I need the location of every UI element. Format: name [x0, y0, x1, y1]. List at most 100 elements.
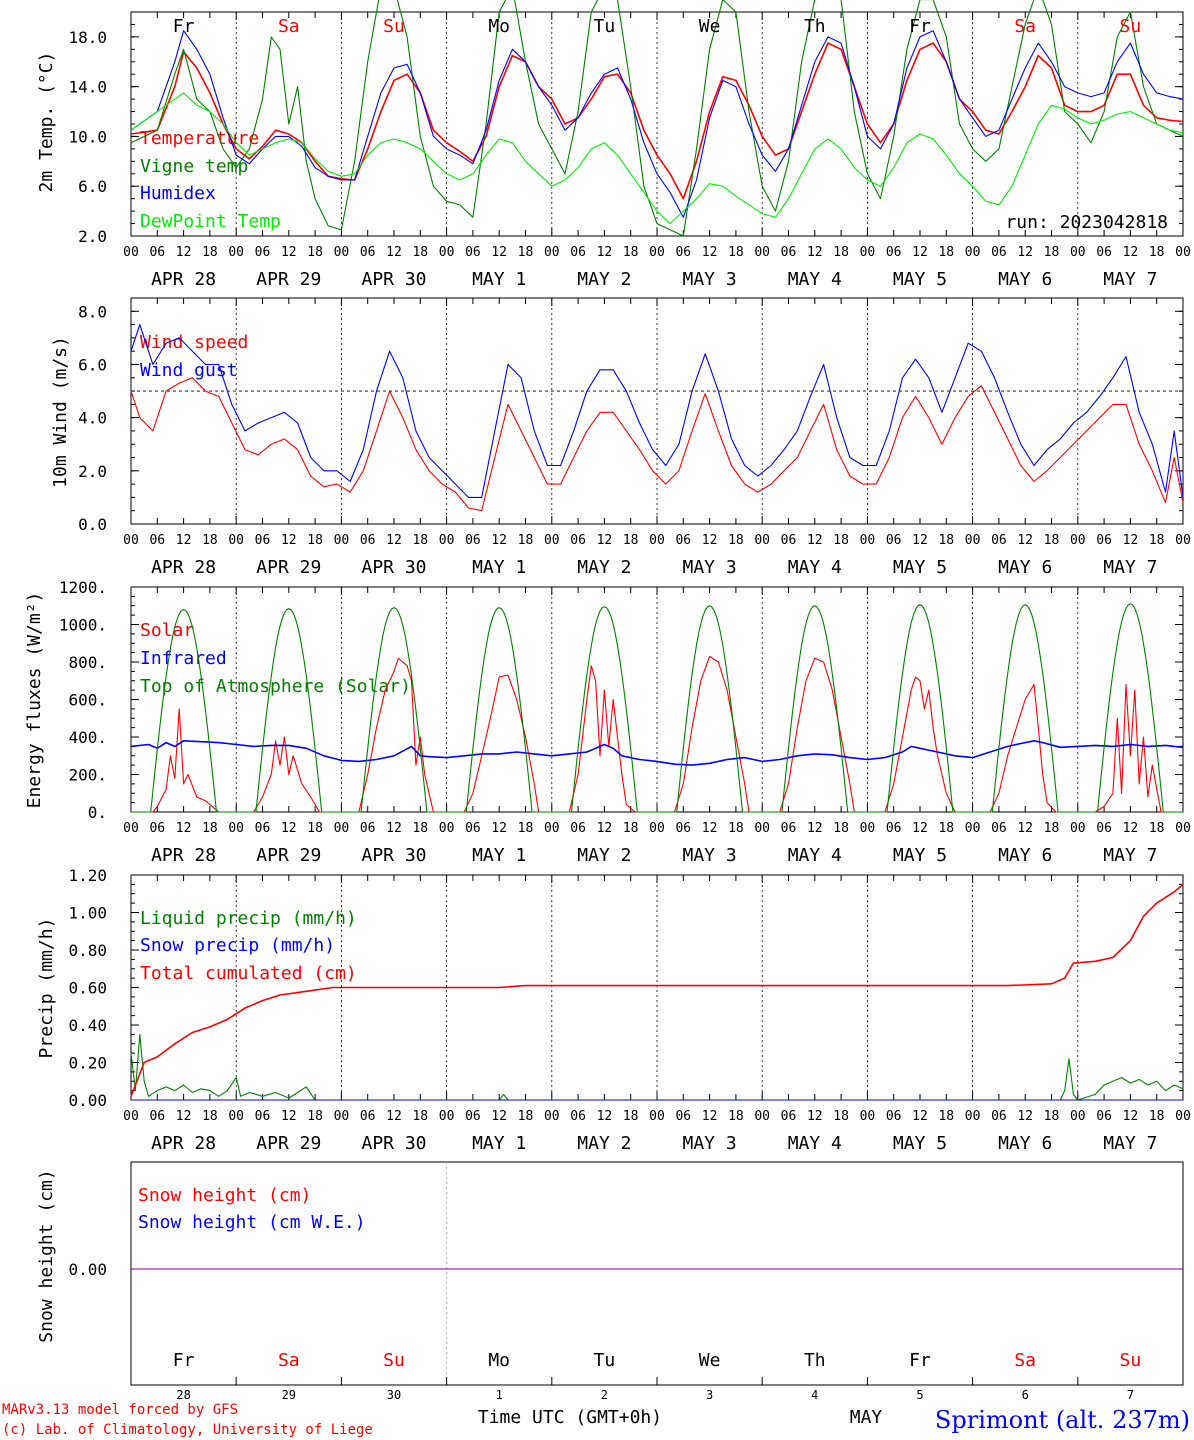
- precip-ytick-label: 0.40: [68, 1016, 107, 1035]
- precip-hour-label: 06: [255, 1109, 271, 1124]
- temperature-hour-label: 12: [386, 245, 402, 260]
- wind-date-label: MAY 2: [577, 557, 631, 578]
- temperature-series-humidex: [130, 30, 1184, 218]
- day-number: 28: [176, 1388, 190, 1402]
- day-number: 3: [706, 1388, 713, 1402]
- energy-hour-label: 18: [728, 821, 744, 836]
- temperature-panel: 2m Temp. (°C) Temperature Vigne temp Hum…: [36, 52, 1168, 233]
- temperature-hour-label: 18: [623, 245, 639, 260]
- precip-date-label: MAY 3: [683, 1133, 737, 1154]
- energy-legend: Solar Infrared Top of Atmosphere (Solar): [140, 620, 411, 697]
- precip-hour-label: 12: [281, 1109, 297, 1124]
- energy-hour-label: 00: [1070, 821, 1086, 836]
- energy-hour-label: 00: [754, 821, 770, 836]
- temperature-hour-label: 18: [307, 245, 323, 260]
- precip-date-label: MAY 1: [472, 1133, 526, 1154]
- energy-date-label: MAY 7: [1103, 845, 1157, 866]
- legend-liquid-precip: Liquid precip (mm/h): [140, 908, 357, 929]
- precip-date-label: APR 28: [151, 1133, 216, 1154]
- legend-temperature: Temperature: [140, 128, 259, 149]
- snow-ylabel: Snow height (cm): [36, 1169, 57, 1342]
- wind-hour-label: 06: [781, 533, 797, 548]
- precip-hour-label: 18: [307, 1109, 323, 1124]
- energy-hour-label: 06: [781, 821, 797, 836]
- energy-hour-label: 18: [1149, 821, 1165, 836]
- temperature-hour-label: 12: [176, 245, 192, 260]
- energy-hour-label: 12: [1123, 821, 1139, 836]
- wind-date-label: MAY 3: [683, 557, 737, 578]
- energy-date-label: MAY 6: [998, 845, 1052, 866]
- day-number: 30: [387, 1388, 401, 1402]
- energy-hour-label: 00: [965, 821, 981, 836]
- day-name-bottom: Su: [1120, 1350, 1142, 1371]
- energy-plot: 0. 200. 400. 600. 800. 1000. 1200. 00 06 12 18 APR …: [59, 578, 1191, 866]
- temperature-hour-label: 00: [123, 245, 139, 260]
- wind-hour-label: 18: [518, 533, 534, 548]
- wind-legend: Wind speed Wind gust: [140, 332, 248, 381]
- energy-hour-label: 18: [518, 821, 534, 836]
- energy-hour-label: 06: [1096, 821, 1112, 836]
- precip-hour-label: 00: [1070, 1109, 1086, 1124]
- temperature-hour-label: 18: [412, 245, 428, 260]
- wind-hour-label: 06: [149, 533, 165, 548]
- temperature-hour-label: 06: [991, 245, 1007, 260]
- temperature-hour-label: 12: [281, 245, 297, 260]
- wind-hour-label: 06: [570, 533, 586, 548]
- day-name-bottom: Fr: [173, 1350, 195, 1371]
- temperature-hour-label: 06: [360, 245, 376, 260]
- temperature-hour-label: 12: [702, 245, 718, 260]
- wind-hour-label: 12: [597, 533, 613, 548]
- precip-hour-label: 18: [623, 1109, 639, 1124]
- footer: MARv3.13 model forced by GFS (c) Lab. of…: [2, 1402, 1190, 1438]
- legend-wind-gust: Wind gust: [140, 360, 238, 381]
- wind-hour-label: 12: [491, 533, 507, 548]
- energy-hour-label: 00: [544, 821, 560, 836]
- temperature-hour-label: 12: [912, 245, 928, 260]
- day-name-top: Mo: [488, 16, 510, 37]
- temperature-ytick-label: 10.0: [68, 127, 107, 146]
- energy-ylabel: Energy fluxes (W/m²): [24, 592, 45, 809]
- wind-date-label: MAY 7: [1103, 557, 1157, 578]
- wind-hour-label: 06: [675, 533, 691, 548]
- precip-series-liquid-precip-mm-h: [130, 1033, 1184, 1101]
- temperature-date-label: MAY 1: [472, 269, 526, 290]
- temperature-hour-label: 00: [544, 245, 560, 260]
- precip-date-label: MAY 4: [788, 1133, 842, 1154]
- temperature-series-vigne-temp: [130, 0, 1184, 237]
- legend-snow-height: Snow height (cm): [138, 1185, 311, 1206]
- wind-hour-label: 12: [702, 533, 718, 548]
- energy-ytick-label: 800.: [68, 653, 107, 672]
- temperature-hour-label: 00: [228, 245, 244, 260]
- precip-hour-label: 18: [728, 1109, 744, 1124]
- legend-snow-precip: Snow precip (mm/h): [140, 935, 335, 956]
- wind-plot: 0.0 2.0 4.0 6.0 8.0 00 06 12 18 APR 28 00 06 12 18 APR…: [78, 297, 1191, 578]
- wind-ylabel: 10m Wind (m/s): [50, 336, 71, 488]
- wind-hour-label: 18: [307, 533, 323, 548]
- energy-hour-label: 12: [386, 821, 402, 836]
- temperature-hour-label: 06: [570, 245, 586, 260]
- day-name-top: Fr: [173, 16, 195, 37]
- energy-hour-label: 06: [570, 821, 586, 836]
- day-name-bottom: Th: [804, 1350, 826, 1371]
- wind-hour-label: 12: [912, 533, 928, 548]
- precip-date-label: MAY 2: [577, 1133, 631, 1154]
- temperature-date-label: MAY 2: [577, 269, 631, 290]
- wind-hour-label: 12: [1017, 533, 1033, 548]
- day-name-bottom: Sa: [278, 1350, 300, 1371]
- temperature-hour-label: 00: [1175, 245, 1191, 260]
- temperature-hour-label: 06: [149, 245, 165, 260]
- day-number: 29: [282, 1388, 296, 1402]
- temperature-hour-label: 18: [833, 245, 849, 260]
- day-number: 4: [811, 1388, 818, 1402]
- energy-hour-label: 18: [412, 821, 428, 836]
- wind-hour-label: 12: [386, 533, 402, 548]
- wind-ytick-label: 8.0: [78, 302, 107, 321]
- month-label: MAY: [850, 1407, 883, 1428]
- temperature-hour-label: 00: [334, 245, 350, 260]
- wind-hour-label: 00: [860, 533, 876, 548]
- precip-hour-label: 00: [123, 1109, 139, 1124]
- day-number: 6: [1022, 1388, 1029, 1402]
- wind-hour-label: 06: [991, 533, 1007, 548]
- precip-hour-label: 00: [334, 1109, 350, 1124]
- wind-date-label: APR 30: [361, 557, 426, 578]
